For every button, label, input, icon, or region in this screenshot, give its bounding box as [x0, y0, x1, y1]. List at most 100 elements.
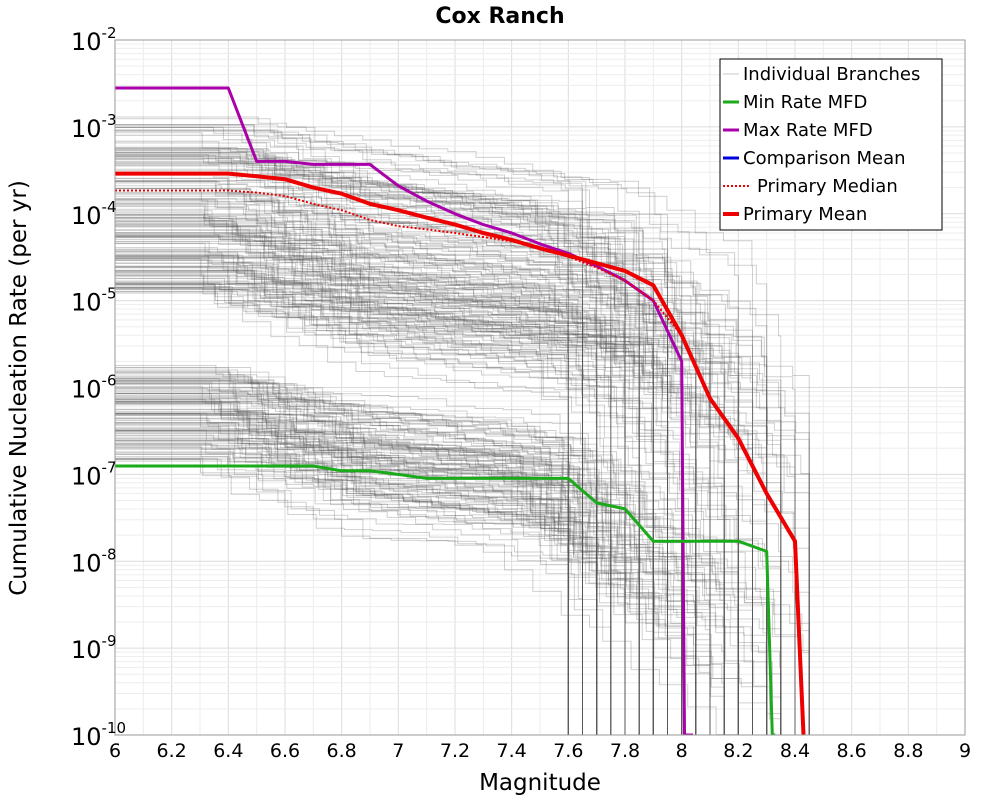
- branch-line: [115, 422, 598, 735]
- branch-line: [115, 259, 782, 735]
- legend-label: Primary Median: [757, 176, 898, 197]
- x-tick-label: 8.8: [893, 740, 923, 762]
- branch-line: [115, 217, 683, 735]
- branch-line: [115, 214, 668, 735]
- y-axis-label: Cumulative Nucleation Rate (per yr): [6, 180, 32, 596]
- branch-line: [115, 165, 626, 735]
- branch-line: [115, 426, 626, 735]
- branch-line: [115, 371, 598, 735]
- legend-label: Min Rate MFD: [743, 92, 867, 113]
- branch-line: [115, 417, 683, 735]
- branch-line: [115, 270, 668, 735]
- branch-line: [115, 377, 810, 735]
- branch-line: [115, 188, 583, 735]
- branch-line: [115, 151, 626, 735]
- branch-line: [115, 214, 753, 735]
- branch-line: [115, 282, 711, 735]
- branch-line: [115, 291, 569, 735]
- branch-line: [115, 365, 753, 735]
- branch-line: [115, 440, 668, 735]
- branch-line: [115, 222, 768, 735]
- y-axis-ticks: 10-10 10-9 10-8 10-7 10-6 10-5 10-4 10-3 10-2: [71, 24, 126, 751]
- x-tick-label: 9: [959, 740, 971, 762]
- branch-line: [115, 236, 654, 735]
- branch-line: [115, 177, 725, 735]
- branch-line: [115, 215, 640, 735]
- branch-line: [115, 249, 640, 735]
- branch-line: [115, 430, 697, 735]
- branch-line: [115, 156, 810, 735]
- branch-line: [115, 286, 668, 735]
- branch-line: [115, 243, 725, 735]
- branch-line: [115, 156, 569, 735]
- x-tick-label: 7.4: [497, 740, 527, 762]
- branch-line: [115, 404, 654, 735]
- branch-line: [115, 373, 810, 735]
- branch-line: [115, 375, 697, 735]
- branch-line: [115, 380, 640, 735]
- branch-line: [115, 414, 768, 735]
- branch-line: [115, 282, 569, 735]
- branch-line: [115, 367, 598, 735]
- branch-line: [115, 235, 810, 735]
- branch-line: [115, 385, 626, 735]
- x-tick-label: 6.2: [157, 740, 187, 762]
- branch-line: [115, 447, 626, 735]
- branch-line: [115, 163, 626, 735]
- branch-line: [115, 258, 782, 735]
- branch-line: [115, 443, 725, 735]
- branch-line: [115, 224, 739, 735]
- branch-line: [115, 180, 753, 735]
- branch-line: [115, 379, 782, 735]
- branch-line: [115, 403, 697, 735]
- branch-line: [115, 378, 583, 735]
- branch-line: [115, 280, 782, 735]
- branch-line: [115, 221, 711, 735]
- branch-line: [115, 272, 583, 735]
- branch-line: [115, 401, 612, 735]
- branch-line: [115, 372, 598, 735]
- branch-line: [115, 400, 668, 735]
- branch-line: [115, 149, 697, 735]
- branch-line: [115, 403, 598, 735]
- branch-line: [115, 397, 711, 735]
- branch-line: [115, 256, 725, 735]
- branch-line: [115, 253, 810, 735]
- branch-line: [115, 233, 668, 735]
- branch-line: [115, 288, 583, 735]
- y-tick-label: 10-9: [71, 632, 117, 664]
- branch-line: [115, 396, 739, 735]
- branch-line: [115, 458, 668, 735]
- branch-line: [115, 413, 725, 735]
- branch-line: [115, 126, 683, 735]
- branch-line: [115, 225, 612, 735]
- x-tick-label: 6: [109, 740, 121, 762]
- branch-line: [115, 156, 782, 735]
- branch-line: [115, 147, 668, 735]
- branch-line: [115, 439, 697, 735]
- x-tick-label: 6.6: [270, 740, 300, 762]
- branch-line: [115, 217, 640, 735]
- branch-line: [115, 252, 711, 735]
- branch-line: [115, 199, 739, 735]
- branch-line: [115, 289, 697, 735]
- branch-line: [115, 284, 810, 735]
- x-tick-label: 7: [392, 740, 404, 762]
- branch-line: [115, 229, 739, 735]
- branch-line: [115, 129, 782, 735]
- branch-line: [115, 235, 711, 735]
- branch-line: [115, 155, 583, 735]
- x-tick-label: 8.6: [837, 740, 867, 762]
- branch-line: [115, 250, 683, 735]
- branch-line: [115, 126, 768, 735]
- branch-line: [115, 223, 598, 735]
- x-axis-label: Magnitude: [479, 770, 601, 796]
- y-tick-label: 10-5: [71, 285, 117, 317]
- branch-line: [115, 381, 683, 735]
- x-tick-label: 6.8: [327, 740, 357, 762]
- branch-line: [115, 262, 739, 735]
- branch-line: [115, 220, 725, 735]
- branch-line: [115, 397, 612, 735]
- branch-line: [115, 198, 626, 735]
- branch-line: [115, 220, 753, 735]
